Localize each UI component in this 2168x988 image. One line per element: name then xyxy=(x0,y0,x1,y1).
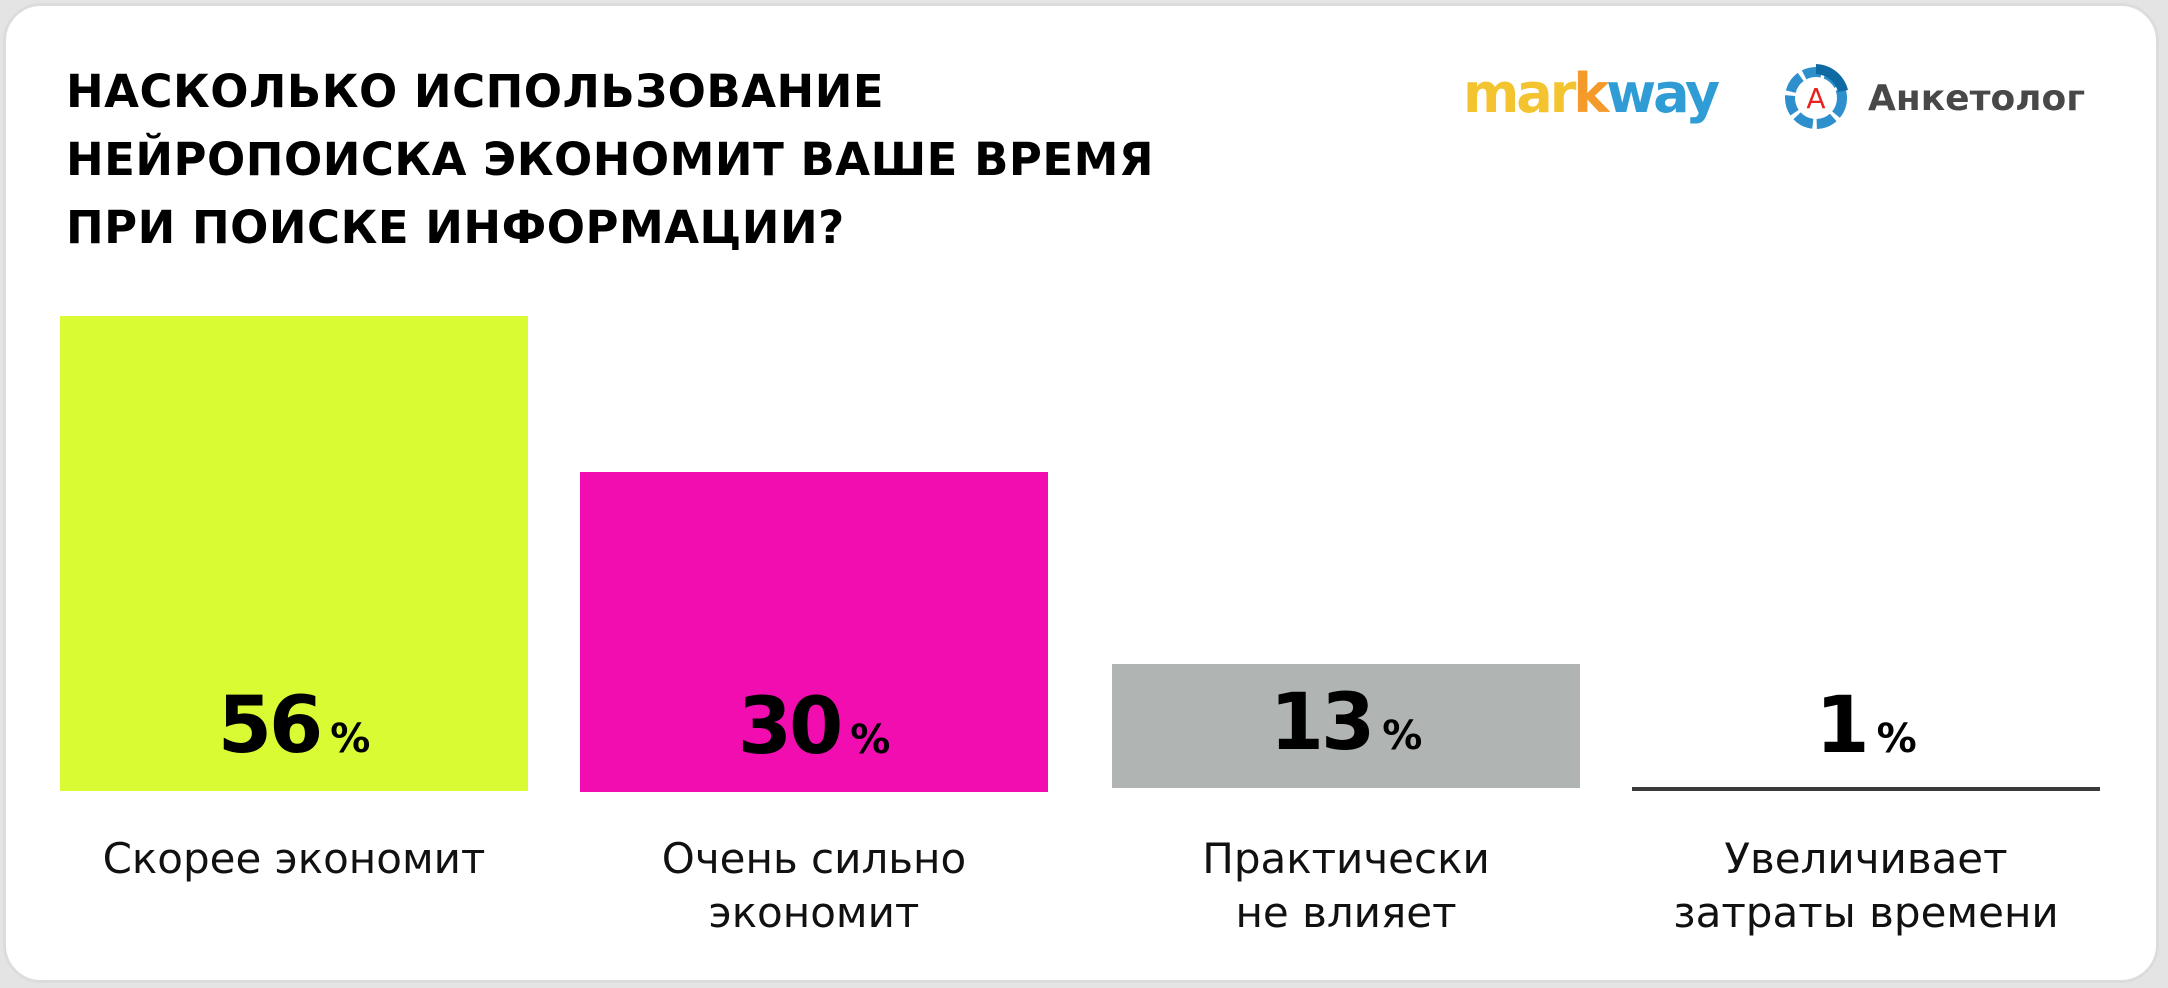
bar-unit: % xyxy=(1876,716,1917,762)
title-line: НЕЙРОПОИСКА ЭКОНОМИТ ВАШЕ ВРЕМЯ xyxy=(66,133,1155,186)
bar-uvelichivaet: 1% xyxy=(1632,681,2100,791)
bar-skoree-ekonomit: 56% xyxy=(60,316,528,791)
markway-logo: markway xyxy=(1463,62,1720,125)
title-line: ПРИ ПОИСКЕ ИНФОРМАЦИИ? xyxy=(66,201,845,254)
bar-unit: % xyxy=(1382,713,1423,759)
bar-unit: % xyxy=(850,717,891,763)
bar-label: Увеличивает затраты времени xyxy=(1673,834,2059,937)
bar-value: 13 xyxy=(1269,678,1376,768)
bar-label: Практически не влияет xyxy=(1202,834,1490,937)
anketolog-logo: A Анкетолог xyxy=(1778,60,2085,136)
bar-label: Очень сильно экономит xyxy=(661,834,967,937)
bar-value: 56 xyxy=(217,681,324,771)
bar-label: Скорее экономит xyxy=(102,834,486,883)
bar-prakticheski: 13% xyxy=(1112,664,1580,788)
bar-value: 1 xyxy=(1815,681,1869,771)
bar-value: 30 xyxy=(737,682,844,772)
bar-unit: % xyxy=(330,716,371,762)
title-line: НАСКОЛЬКО ИСПОЛЬЗОВАНИЕ xyxy=(66,65,885,118)
svg-text:A: A xyxy=(1806,82,1825,115)
chart-title: НАСКОЛЬКО ИСПОЛЬЗОВАНИЕ НЕЙРОПОИСКА ЭКОН… xyxy=(66,58,1266,262)
bar-ochen-silno: 30% xyxy=(580,472,1048,792)
anketolog-ring-icon: A xyxy=(1785,64,1848,129)
anketolog-name: Анкетолог xyxy=(1868,77,2086,119)
